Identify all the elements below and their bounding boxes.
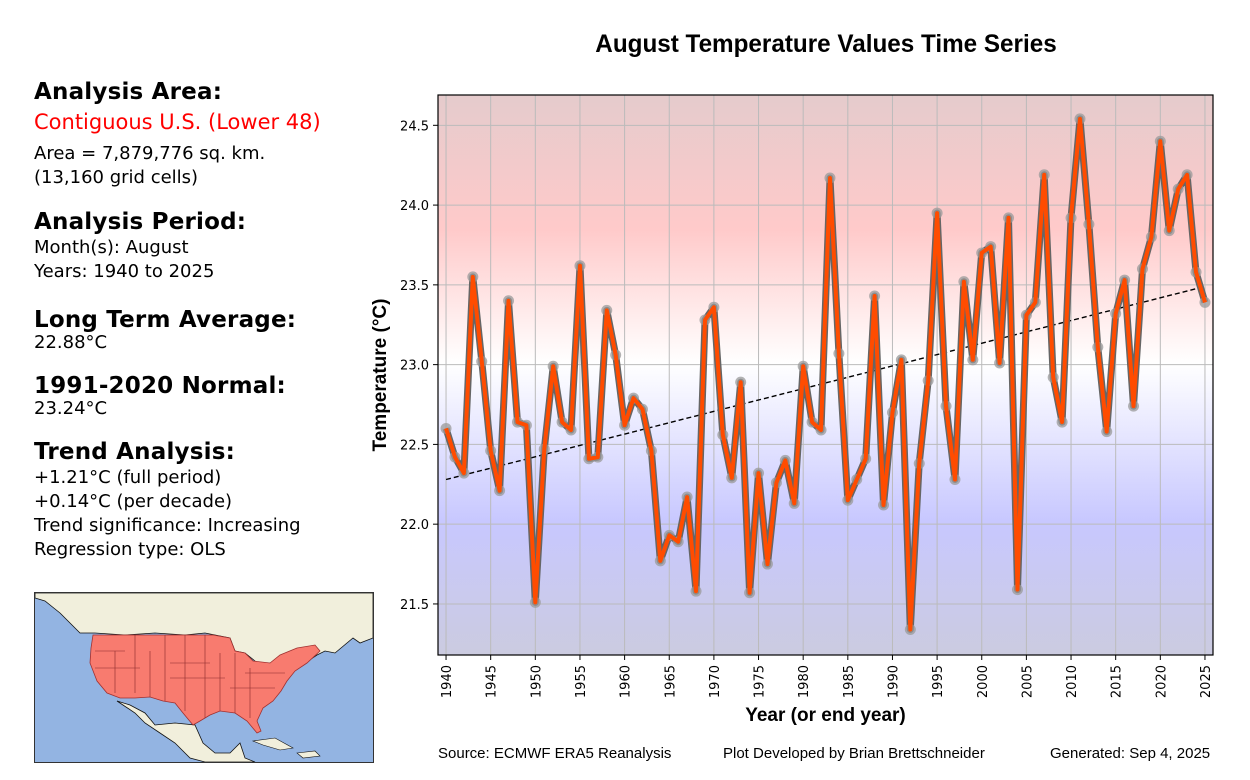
map-state-borders: [95, 635, 285, 718]
analysis-area-heading: Analysis Area:: [34, 79, 223, 105]
plot-frame: [437, 94, 1214, 656]
normal-heading: 1991-2020 Normal:: [34, 373, 286, 399]
footer-generated: Generated: Sep 4, 2025: [1050, 745, 1211, 762]
x-tick-label: 1985: [842, 665, 857, 698]
info-panel: Analysis Area: Contiguous U.S. (Lower 48…: [34, 78, 394, 562]
x-tick-label: 1995: [931, 665, 946, 698]
x-tick-label: 1980: [797, 665, 812, 698]
footer-credit: Plot Developed by Brian Brettschneider: [723, 745, 985, 762]
x-axis-label: Year (or end year): [745, 705, 906, 726]
y-tick-label: 22.5: [400, 438, 429, 453]
footer-source: Source: ECMWF ERA5 Reanalysis: [438, 745, 672, 762]
x-tick-label: 1990: [886, 665, 901, 698]
series-line: [444, 116, 1207, 632]
trend-line: [445, 285, 1206, 481]
x-tick-label: 2010: [1065, 665, 1080, 698]
normal-value: 23.24°C: [34, 398, 108, 419]
series-markers: [440, 113, 1211, 635]
map-svg: [35, 593, 373, 762]
y-tick-label: 23.5: [400, 279, 429, 294]
x-tick-label: 2005: [1020, 665, 1035, 698]
regression-type: Regression type: OLS: [34, 539, 226, 560]
y-tick-label: 24.0: [400, 199, 429, 214]
axis-ticks: 1940 1945 1950 1955 1960 1965 1970 1975 1980 1985…: [400, 119, 1214, 698]
x-tick-label: 1965: [663, 665, 678, 698]
y-tick-label: 21.5: [400, 598, 429, 613]
x-tick-label: 2015: [1110, 665, 1125, 698]
x-tick-label: 2025: [1199, 665, 1214, 698]
area-cells: (13,160 grid cells): [34, 167, 199, 188]
x-tick-label: 2020: [1154, 665, 1169, 698]
analysis-period-heading: Analysis Period:: [34, 209, 247, 235]
x-tick-label: 1975: [753, 665, 768, 698]
long-term-average-value: 22.88°C: [34, 332, 108, 353]
x-tick-label: 1950: [529, 665, 544, 698]
trend-per-decade: +0.14°C (per decade): [34, 491, 233, 512]
chart-title: August Temperature Values Time Series: [595, 30, 1057, 58]
map-hispaniola: [296, 750, 321, 759]
trend-significance: Trend significance: Increasing: [34, 515, 301, 536]
trend-analysis-heading: Trend Analysis:: [34, 439, 235, 465]
period-years: Years: 1940 to 2025: [34, 261, 215, 282]
x-tick-label: 1945: [485, 665, 500, 698]
x-tick-label: 1960: [619, 665, 634, 698]
y-tick-label: 24.5: [400, 119, 429, 134]
period-months: Month(s): August: [34, 237, 189, 258]
y-axis-label: Temperature (°C): [370, 299, 391, 452]
analysis-area-name: Contiguous U.S. (Lower 48): [34, 110, 321, 134]
trend-full-period: +1.21°C (full period): [34, 467, 222, 488]
y-tick-label: 22.0: [400, 518, 429, 533]
map-cuba: [251, 737, 294, 751]
y-tick-label: 23.0: [400, 359, 429, 374]
long-term-average-heading: Long Term Average:: [34, 307, 297, 333]
map-land-mexico: [116, 700, 256, 762]
area-size: Area = 7,879,776 sq. km.: [34, 143, 266, 164]
area-map: [34, 592, 374, 763]
x-tick-label: 2000: [976, 665, 991, 698]
x-tick-label: 1955: [574, 665, 589, 698]
x-tick-label: 1940: [440, 665, 455, 698]
x-tick-label: 1970: [708, 665, 723, 698]
